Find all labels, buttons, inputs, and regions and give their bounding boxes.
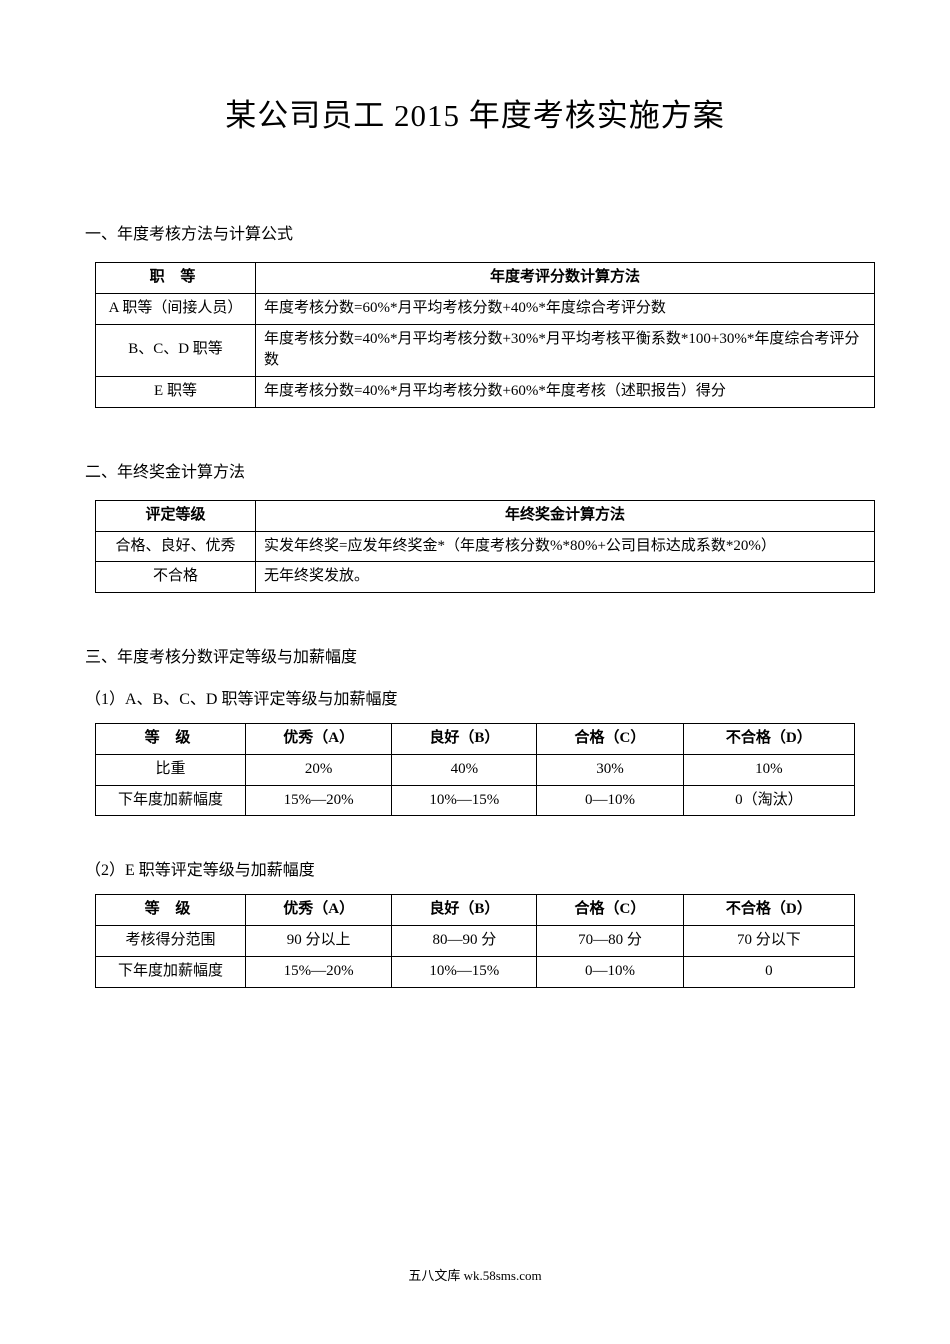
t3s2-r0c3: 70—80 分	[537, 926, 683, 957]
t3s2-r1c3: 0—10%	[537, 956, 683, 987]
table-section2: 评定等级 年终奖金计算方法 合格、良好、优秀 实发年终奖=应发年终奖金*（年度考…	[95, 500, 875, 593]
table1-r0-method: 年度考核分数=60%*月平均考核分数+40%*年度综合考评分数	[256, 293, 875, 324]
table2-r1-method: 无年终奖发放。	[256, 562, 875, 593]
table-row: 合格、良好、优秀 实发年终奖=应发年终奖金*（年度考核分数%*80%+公司目标达…	[96, 531, 875, 562]
section2-heading: 二、年终奖金计算方法	[85, 458, 865, 482]
t3s1-h0: 等 级	[96, 724, 246, 755]
table-row: A 职等（间接人员） 年度考核分数=60%*月平均考核分数+40%*年度综合考评…	[96, 293, 875, 324]
table-row: 比重 20% 40% 30% 10%	[96, 754, 855, 785]
table1-r1-method: 年度考核分数=40%*月平均考核分数+30%*月平均考核平衡系数*100+30%…	[256, 324, 875, 377]
table2-r1-label: 不合格	[96, 562, 256, 593]
t3s1-r0c2: 40%	[392, 754, 537, 785]
table-section1: 职 等 年度考评分数计算方法 A 职等（间接人员） 年度考核分数=60%*月平均…	[95, 262, 875, 408]
document-title: 某公司员工 2015 年度考核实施方案	[85, 90, 865, 135]
table1-header-col2: 年度考评分数计算方法	[256, 263, 875, 294]
table1-r2-label: E 职等	[96, 377, 256, 408]
table2-header-col2: 年终奖金计算方法	[256, 500, 875, 531]
t3s1-h2: 良好（B）	[392, 724, 537, 755]
footer-text: 五八文库 wk.58sms.com	[0, 1265, 950, 1284]
t3s1-r0c3: 30%	[537, 754, 683, 785]
table-section3-sub2: 等 级 优秀（A） 良好（B） 合格（C） 不合格（D） 考核得分范围 90 分…	[95, 894, 855, 987]
t3s1-h1: 优秀（A）	[246, 724, 392, 755]
t3s2-r1c0: 下年度加薪幅度	[96, 956, 246, 987]
t3s1-r1c4: 0（淘汰）	[683, 785, 854, 816]
t3s1-r0c0: 比重	[96, 754, 246, 785]
t3s1-r1c1: 15%—20%	[246, 785, 392, 816]
t3s2-r1c2: 10%—15%	[392, 956, 537, 987]
t3s2-h4: 不合格（D）	[683, 895, 854, 926]
section3-heading: 三、年度考核分数评定等级与加薪幅度	[85, 643, 865, 667]
table-row: 不合格 无年终奖发放。	[96, 562, 875, 593]
t3s1-h4: 不合格（D）	[683, 724, 854, 755]
t3s2-h2: 良好（B）	[392, 895, 537, 926]
t3s2-r1c4: 0	[683, 956, 854, 987]
table-section3-sub1: 等 级 优秀（A） 良好（B） 合格（C） 不合格（D） 比重 20% 40% …	[95, 723, 855, 816]
t3s1-r1c0: 下年度加薪幅度	[96, 785, 246, 816]
table-row: E 职等 年度考核分数=40%*月平均考核分数+60%*年度考核（述职报告）得分	[96, 377, 875, 408]
t3s2-r1c1: 15%—20%	[246, 956, 392, 987]
t3s1-r1c3: 0—10%	[537, 785, 683, 816]
table-row: 下年度加薪幅度 15%—20% 10%—15% 0—10% 0	[96, 956, 855, 987]
t3s2-r0c0: 考核得分范围	[96, 926, 246, 957]
table2-header-col1: 评定等级	[96, 500, 256, 531]
table1-r1-label: B、C、D 职等	[96, 324, 256, 377]
t3s2-r0c1: 90 分以上	[246, 926, 392, 957]
t3s2-h1: 优秀（A）	[246, 895, 392, 926]
t3s2-r0c4: 70 分以下	[683, 926, 854, 957]
t3s2-h0: 等 级	[96, 895, 246, 926]
table-row: B、C、D 职等 年度考核分数=40%*月平均考核分数+30%*月平均考核平衡系…	[96, 324, 875, 377]
t3s1-h3: 合格（C）	[537, 724, 683, 755]
section3-sub1-heading: （1）A、B、C、D 职等评定等级与加薪幅度	[85, 685, 865, 709]
section3-sub2-heading: （2）E 职等评定等级与加薪幅度	[85, 856, 865, 880]
table1-header-col1: 职 等	[96, 263, 256, 294]
table1-r2-method: 年度考核分数=40%*月平均考核分数+60%*年度考核（述职报告）得分	[256, 377, 875, 408]
t3s2-h3: 合格（C）	[537, 895, 683, 926]
table2-r0-method: 实发年终奖=应发年终奖金*（年度考核分数%*80%+公司目标达成系数*20%）	[256, 531, 875, 562]
table1-r0-label: A 职等（间接人员）	[96, 293, 256, 324]
table2-r0-label: 合格、良好、优秀	[96, 531, 256, 562]
t3s1-r0c1: 20%	[246, 754, 392, 785]
t3s2-r0c2: 80—90 分	[392, 926, 537, 957]
section1-heading: 一、年度考核方法与计算公式	[85, 220, 865, 244]
t3s1-r1c2: 10%—15%	[392, 785, 537, 816]
t3s1-r0c4: 10%	[683, 754, 854, 785]
table-row: 下年度加薪幅度 15%—20% 10%—15% 0—10% 0（淘汰）	[96, 785, 855, 816]
table-row: 考核得分范围 90 分以上 80—90 分 70—80 分 70 分以下	[96, 926, 855, 957]
